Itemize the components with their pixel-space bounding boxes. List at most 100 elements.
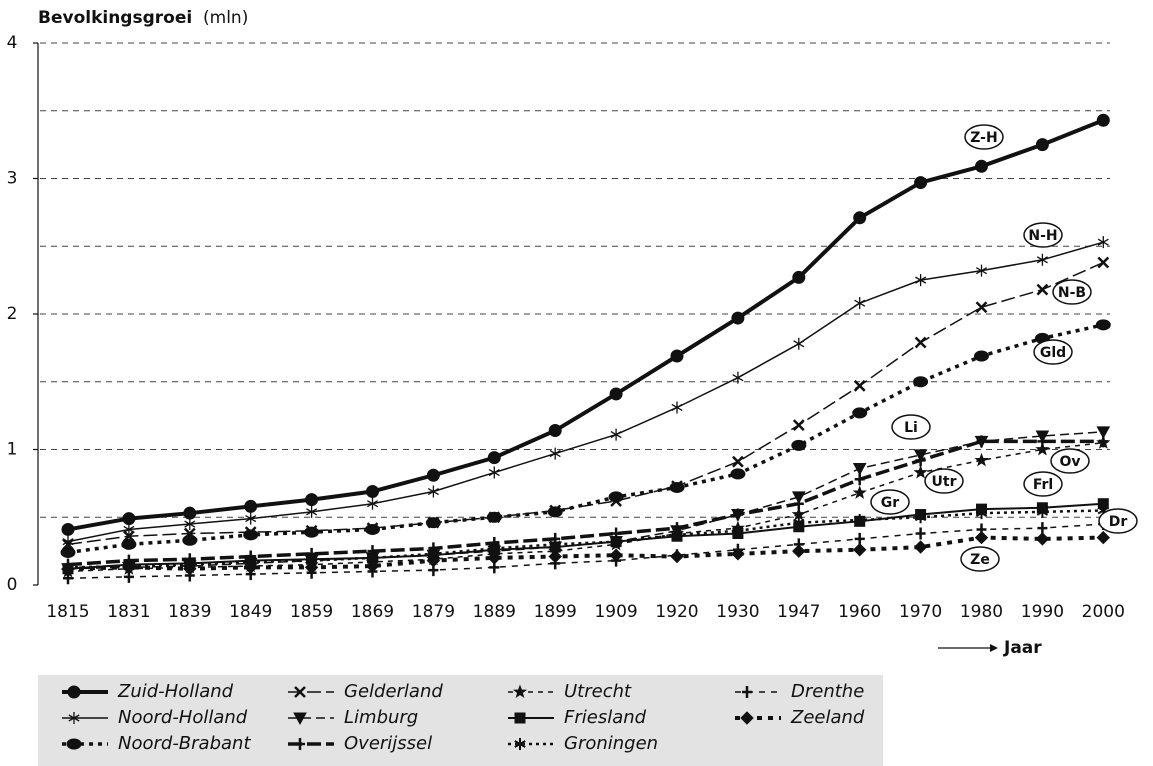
data-point xyxy=(732,371,744,384)
y-tick-label: 3 xyxy=(7,169,18,189)
data-point xyxy=(548,424,562,438)
legend-entry: Gelderland xyxy=(288,681,443,702)
marker-part xyxy=(852,485,867,499)
data-point xyxy=(1035,442,1050,456)
annotation: Ov xyxy=(1059,454,1080,470)
legend-label: Limburg xyxy=(344,707,418,728)
data-point xyxy=(366,497,379,510)
y-tick-label: 1 xyxy=(7,440,18,460)
marker-part xyxy=(671,401,683,414)
marker-part xyxy=(427,485,439,498)
marker-part xyxy=(184,518,196,531)
marker-part xyxy=(1096,530,1111,545)
series-line xyxy=(67,535,1104,571)
marker-part xyxy=(671,528,683,541)
legend-entry: Zuid-Holland xyxy=(62,681,234,702)
marker-part xyxy=(732,508,743,521)
x-tick-label: 1930 xyxy=(716,602,759,622)
marker-part xyxy=(915,454,926,467)
marker-part xyxy=(670,349,684,363)
legend-entry: Zeeland xyxy=(735,707,865,728)
x-tick-label: 1920 xyxy=(655,602,698,622)
marker-part xyxy=(366,497,379,510)
annotation: Li xyxy=(904,420,918,436)
marker-part xyxy=(183,506,197,520)
data-point xyxy=(731,547,745,561)
marker-part xyxy=(914,511,927,524)
data-point xyxy=(123,530,135,543)
marker-part xyxy=(487,451,501,465)
marker-part xyxy=(854,297,866,310)
marker-part xyxy=(915,527,926,540)
marker-part xyxy=(793,516,805,529)
marker-part xyxy=(791,439,807,451)
data-point xyxy=(1096,113,1110,127)
marker-part xyxy=(62,538,74,551)
data-point xyxy=(670,349,684,363)
marker-part xyxy=(730,468,746,480)
data-point xyxy=(243,560,258,575)
marker-part xyxy=(913,540,928,554)
data-point xyxy=(365,559,380,573)
data-point xyxy=(1036,283,1049,296)
marker-part xyxy=(913,465,928,479)
data-point xyxy=(549,447,561,460)
marker-part xyxy=(914,336,927,349)
marker-part xyxy=(61,522,75,536)
annotation-bubble xyxy=(891,414,931,440)
y-axis-unit: (mln) xyxy=(203,8,248,28)
marker-part xyxy=(66,738,82,750)
data-point xyxy=(1036,505,1049,518)
marker-part xyxy=(68,712,80,724)
marker-part xyxy=(121,538,137,550)
marker-part xyxy=(512,684,528,699)
marker-part xyxy=(610,428,622,441)
marker-part xyxy=(295,738,305,750)
x-tick-label: 1990 xyxy=(1021,602,1064,622)
x-axis-label: Jaar xyxy=(1003,638,1042,658)
data-point xyxy=(1097,256,1110,269)
marker-part xyxy=(740,711,754,725)
x-tick-label: 1879 xyxy=(412,602,455,622)
marker-part xyxy=(427,516,440,529)
marker-part xyxy=(793,337,805,350)
data-point xyxy=(793,337,805,350)
x-tick-label: 1960 xyxy=(838,602,881,622)
legend-label: Drenthe xyxy=(791,681,864,702)
legend-label: Zuid-Holland xyxy=(117,681,234,702)
marker-part xyxy=(1037,522,1048,535)
data-point xyxy=(426,468,440,482)
marker-part xyxy=(610,535,622,548)
data-point xyxy=(245,512,257,525)
x-tick-label: 1899 xyxy=(534,602,577,622)
marker-part xyxy=(914,176,928,190)
marker-part xyxy=(487,551,502,565)
data-point xyxy=(366,485,379,499)
data-point xyxy=(61,562,75,576)
legend-entry: Groningen xyxy=(508,733,658,754)
marker-part xyxy=(293,712,307,726)
data-point xyxy=(975,159,988,173)
annotation-bubble xyxy=(1033,339,1073,365)
marker-part xyxy=(183,562,197,576)
legend-entry: Overijssel xyxy=(288,733,432,754)
marker-part xyxy=(548,549,562,564)
series-line xyxy=(67,509,1104,569)
marker-part xyxy=(792,270,806,284)
marker-part xyxy=(915,274,927,287)
marker-part xyxy=(183,527,196,540)
legend-marker xyxy=(67,685,81,699)
data-point xyxy=(975,301,988,314)
data-point xyxy=(62,538,74,551)
marker-part xyxy=(974,350,989,362)
marker-part xyxy=(122,512,136,526)
marker-part xyxy=(792,544,806,558)
annotation-bubble xyxy=(1052,279,1092,305)
data-point xyxy=(488,511,501,524)
data-point xyxy=(306,505,318,518)
marker-part xyxy=(609,548,623,562)
data-point xyxy=(1096,435,1111,449)
legend-marker xyxy=(294,686,306,698)
legend-entry: Drenthe xyxy=(735,681,864,702)
